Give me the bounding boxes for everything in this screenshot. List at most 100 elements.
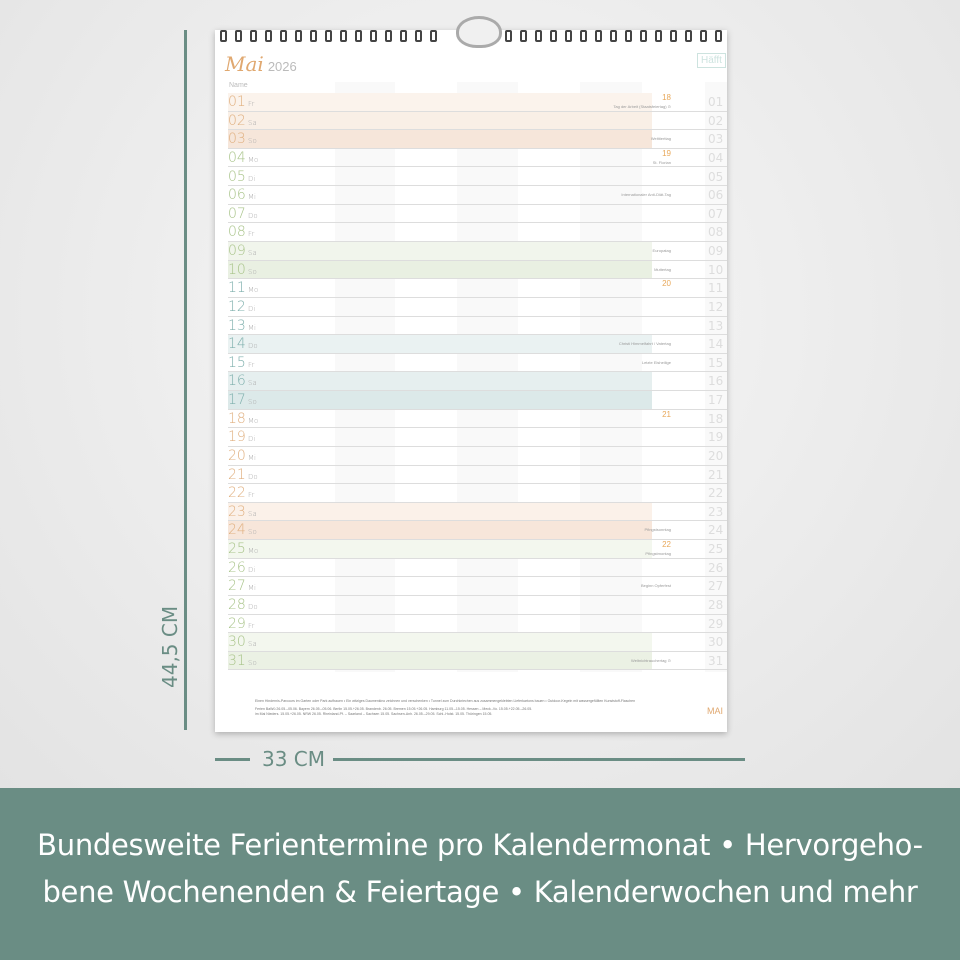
day-number: 14 <box>228 336 246 353</box>
spiral-ring <box>625 30 632 42</box>
day-number-right: 20 <box>708 448 724 463</box>
brand-logo: Häfft <box>697 53 726 68</box>
day-row[interactable]: 10 So Muttertag 10 <box>228 260 727 280</box>
day-row[interactable]: 22 Fr 22 <box>228 484 727 503</box>
weekday: Do <box>248 472 258 481</box>
weekday: Do <box>248 211 258 220</box>
day-row[interactable]: 29 Fr 29 <box>228 615 727 634</box>
caption-band: Bundesweite Ferientermine pro Kalendermo… <box>0 788 960 960</box>
day-row[interactable]: 19 Di 19 <box>228 428 727 447</box>
calendar-week: 20 <box>662 279 671 289</box>
holiday-note: Internationaler Anti-Diät-Tag <box>621 192 671 198</box>
holiday-note: Welttierttag <box>650 136 671 142</box>
day-number-right: 12 <box>708 299 724 314</box>
day-number: 18 <box>228 410 246 427</box>
day-number-right: 19 <box>708 430 724 445</box>
spiral-ring <box>400 30 407 42</box>
day-row[interactable]: 31 So Weltnichtrauchertag ⊙ 31 <box>228 651 727 671</box>
weekday: So <box>248 658 257 667</box>
weekday: Mi <box>248 584 256 593</box>
day-number: 25 <box>228 541 246 558</box>
day-row[interactable]: 28 Do 28 <box>228 596 727 615</box>
day-number: 26 <box>228 559 246 576</box>
day-row[interactable]: 15 Fr Letzte Eisheilige 15 <box>228 354 727 373</box>
weekday: Fr <box>248 230 255 239</box>
day-row[interactable]: 08 Fr 08 <box>228 223 727 242</box>
day-row[interactable]: 16 Sa 16 <box>228 372 727 392</box>
day-row[interactable]: 04 Mo 19 St. Florian 04 <box>228 149 727 168</box>
day-number: 19 <box>228 429 246 446</box>
holiday-note: Europatag <box>652 248 671 254</box>
day-number-right: 25 <box>708 542 724 557</box>
day-number: 20 <box>228 447 246 464</box>
day-number-right: 01 <box>708 95 724 109</box>
weekday: Sa <box>248 640 257 649</box>
day-number: 01 <box>228 94 246 110</box>
spiral-ring <box>295 30 302 42</box>
weekday: Fr <box>248 621 255 630</box>
day-row[interactable]: 11 Mo 20 11 <box>228 279 727 298</box>
width-dimension-line <box>215 758 250 761</box>
day-row[interactable]: 20 Mi 20 <box>228 447 727 466</box>
weekday: Di <box>248 565 256 574</box>
day-number-right: 14 <box>708 337 724 352</box>
weekday: Do <box>248 603 258 611</box>
spiral-ring <box>220 30 227 42</box>
day-row[interactable]: 12 Di 12 <box>228 298 727 317</box>
year: 2026 <box>267 59 297 74</box>
holiday-note: Tag der Arbeit (Staatsfeiertag) ⊙ <box>613 104 671 109</box>
day-row[interactable]: 18 Mo 21 18 <box>228 410 727 429</box>
spiral-ring <box>430 30 437 42</box>
spiral-ring <box>535 30 542 42</box>
spiral-ring <box>520 30 527 42</box>
day-row[interactable]: 03 So Welttierttag 03 <box>228 130 727 149</box>
holiday-note: Christi Himmelfahrt / Vatertag <box>618 341 671 347</box>
day-number: 23 <box>228 503 246 520</box>
spiral-ring <box>550 30 557 42</box>
day-row[interactable]: 13 Mi 13 <box>228 317 727 336</box>
day-number-right: 29 <box>708 616 724 631</box>
weekday: Di <box>248 304 256 313</box>
day-row[interactable]: 02 Sa 02 <box>228 111 727 131</box>
day-row[interactable]: 30 Sa 30 <box>228 633 727 652</box>
weekday: Mo <box>248 416 259 425</box>
spiral-ring <box>355 30 362 42</box>
day-row[interactable]: 09 Sa Europatag 09 <box>228 242 727 261</box>
day-row[interactable]: 21 Do 21 <box>228 466 727 485</box>
weekday: So <box>248 398 257 407</box>
spiral-ring <box>685 30 692 42</box>
day-number: 06 <box>228 187 246 204</box>
calendar-week: 21 <box>662 409 671 419</box>
day-number: 16 <box>228 373 246 390</box>
spiral-ring <box>265 30 272 42</box>
holiday-note: St. Florian <box>652 159 671 165</box>
day-row[interactable]: 07 Do 07 <box>228 205 727 224</box>
spiral-ring <box>565 30 572 42</box>
weekday: So <box>248 267 257 276</box>
day-number: 03 <box>228 131 246 148</box>
day-row[interactable]: 01 Fr 18 Tag der Arbeit (Staatsfeiertag) ⊙ 0… <box>228 93 727 112</box>
day-number: 08 <box>228 224 246 241</box>
day-row[interactable]: 23 Sa 23 <box>228 502 727 522</box>
weekday: Fr <box>248 100 255 108</box>
footer-month: MAI <box>707 706 724 716</box>
day-number-right: 04 <box>708 150 724 165</box>
day-row[interactable]: 05 Di 05 <box>228 168 727 187</box>
calendar-week: 22 <box>662 540 671 550</box>
day-row[interactable]: 25 Mo 22 Pfingstmontag 25 <box>228 540 727 559</box>
day-number-right: 13 <box>708 318 724 333</box>
day-row[interactable]: 26 Di 26 <box>228 559 727 578</box>
day-row[interactable]: 27 Mi Beginn Opferfest 27 <box>228 577 727 596</box>
hanger-hook <box>456 16 502 48</box>
day-row[interactable]: 14 Do Christi Himmelfahrt / Vatertag 14 <box>228 335 727 354</box>
day-number: 12 <box>228 298 246 315</box>
day-row[interactable]: 06 Mi Internationaler Anti-Diät-Tag 06 <box>228 186 727 205</box>
day-row[interactable]: 24 So Pfingstsonntag 24 <box>228 521 727 541</box>
day-row[interactable]: 17 So 17 <box>228 391 727 410</box>
day-number: 05 <box>228 168 246 185</box>
spiral-binding <box>220 30 740 44</box>
weekday: Mo <box>248 286 259 295</box>
spiral-ring <box>580 30 587 42</box>
spiral-ring <box>640 30 647 42</box>
day-number-right: 23 <box>708 504 724 519</box>
